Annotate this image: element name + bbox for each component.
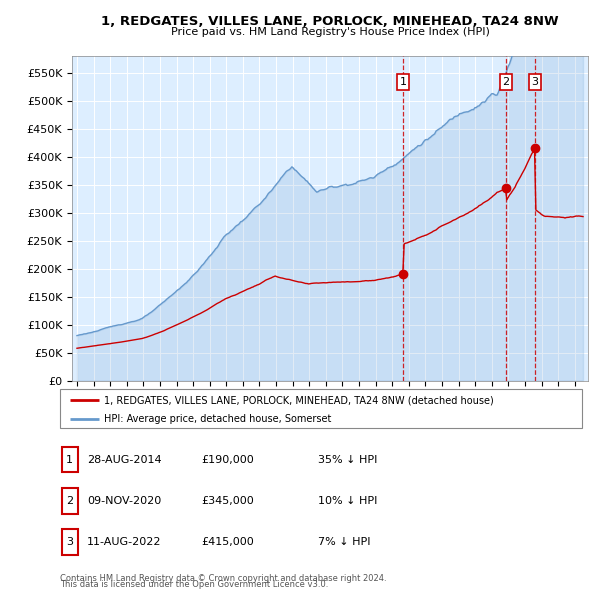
Text: 10% ↓ HPI: 10% ↓ HPI (318, 496, 377, 506)
Text: 28-AUG-2014: 28-AUG-2014 (87, 455, 161, 464)
Text: 1, REDGATES, VILLES LANE, PORLOCK, MINEHEAD, TA24 8NW (detached house): 1, REDGATES, VILLES LANE, PORLOCK, MINEH… (104, 395, 494, 405)
Text: £415,000: £415,000 (201, 537, 254, 547)
Text: 1, REDGATES, VILLES LANE, PORLOCK, MINEHEAD, TA24 8NW: 1, REDGATES, VILLES LANE, PORLOCK, MINEH… (101, 15, 559, 28)
Text: 11-AUG-2022: 11-AUG-2022 (87, 537, 161, 547)
FancyBboxPatch shape (60, 389, 582, 428)
FancyBboxPatch shape (62, 529, 77, 555)
Text: 35% ↓ HPI: 35% ↓ HPI (318, 455, 377, 464)
FancyBboxPatch shape (62, 488, 77, 514)
Text: 1: 1 (66, 455, 73, 464)
Text: This data is licensed under the Open Government Licence v3.0.: This data is licensed under the Open Gov… (60, 581, 328, 589)
Text: 3: 3 (66, 537, 73, 547)
Text: 2: 2 (66, 496, 73, 506)
Text: 09-NOV-2020: 09-NOV-2020 (87, 496, 161, 506)
Text: 2: 2 (502, 77, 509, 87)
Text: Contains HM Land Registry data © Crown copyright and database right 2024.: Contains HM Land Registry data © Crown c… (60, 574, 386, 583)
Text: 7% ↓ HPI: 7% ↓ HPI (318, 537, 371, 547)
Text: 3: 3 (532, 77, 539, 87)
FancyBboxPatch shape (62, 447, 77, 473)
Text: £345,000: £345,000 (201, 496, 254, 506)
Text: HPI: Average price, detached house, Somerset: HPI: Average price, detached house, Some… (104, 414, 332, 424)
Text: 1: 1 (400, 77, 407, 87)
Text: Price paid vs. HM Land Registry's House Price Index (HPI): Price paid vs. HM Land Registry's House … (170, 27, 490, 37)
Text: £190,000: £190,000 (201, 455, 254, 464)
